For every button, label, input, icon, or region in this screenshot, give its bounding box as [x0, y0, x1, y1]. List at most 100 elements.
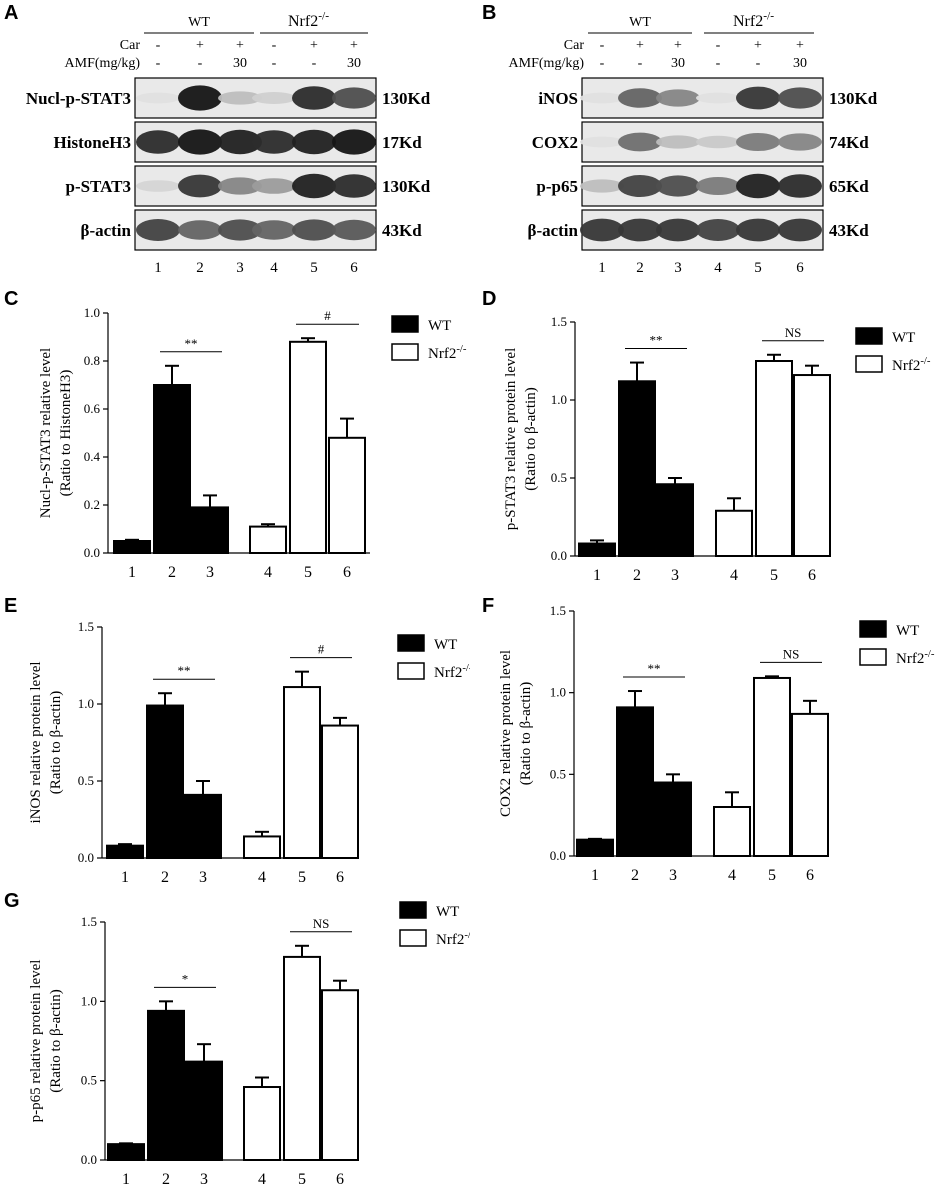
legend-swatch-wt [859, 620, 887, 638]
blot-band [178, 129, 222, 155]
lane-number: 5 [754, 260, 762, 276]
bar-nrf2 [713, 806, 751, 857]
blot-label: β-actin [80, 221, 131, 240]
blot-label: p-STAT3 [65, 177, 131, 196]
legend-label-wt: WT [434, 637, 457, 653]
blot-band [252, 178, 296, 194]
x-tick-label: 2 [633, 567, 641, 584]
blot-label: p-p65 [536, 177, 578, 196]
bar-nrf2 [283, 955, 321, 1162]
x-tick-label: 3 [200, 1171, 208, 1184]
bar-wt [191, 506, 229, 554]
panel-letter-d: D [482, 288, 497, 310]
x-tick-label: 6 [806, 867, 814, 884]
y-tick-label: 0.5 [81, 1073, 97, 1088]
legend-swatch-nrf2 [859, 648, 887, 666]
blot-band [136, 92, 180, 104]
y-tick-label: 1.5 [550, 603, 566, 618]
lane-number: 3 [236, 260, 244, 276]
blot-band [218, 91, 262, 105]
bar-wt [153, 384, 191, 554]
blot-band [136, 219, 180, 241]
y-tick-label: 0.6 [84, 401, 101, 416]
y-axis-subtitle: (Ratio to β-actin) [523, 387, 539, 490]
bar-wt [146, 704, 184, 860]
legend-swatch-nrf2 [399, 929, 427, 947]
blot-a: WT Nrf2-/-CarAMF(mg/kg)--+-+30--+-+30Nucl… [26, 11, 431, 276]
blot-band [736, 218, 780, 242]
y-axis-subtitle: (Ratio to β-actin) [48, 691, 64, 794]
y-axis-subtitle: (Ratio to β-actin) [48, 989, 64, 1092]
lane-number: 4 [270, 260, 278, 276]
blot-band [736, 173, 780, 199]
blot-band [332, 129, 376, 155]
bar-nrf2 [328, 436, 366, 554]
bar-wt [113, 540, 151, 554]
amf-mark: - [156, 56, 161, 71]
legend-swatch-nrf2 [391, 343, 419, 361]
bar-wt [106, 844, 144, 859]
row-label-car: Car [564, 38, 585, 53]
blot-label: Nucl-p-STAT3 [26, 89, 131, 108]
car-mark: - [716, 38, 721, 53]
legend-label-nrf2: Nrf2-/- [896, 648, 935, 667]
bar-wt [618, 380, 656, 557]
significance-label: NS [783, 646, 800, 661]
row-label-amf: AMF(mg/kg) [509, 56, 585, 71]
legend-swatch-wt [391, 315, 419, 333]
blot-band [656, 218, 700, 242]
blot-band [580, 136, 624, 148]
panel-f: F 0.0 0.5 1.0 1.5 COX2 relative protein leve… [470, 595, 941, 885]
blot-band [736, 86, 780, 110]
blot-band [696, 135, 740, 149]
blot-band [332, 219, 376, 241]
blot-band [580, 179, 624, 193]
x-tick-label: 4 [730, 567, 738, 584]
panel-letter-c: C [4, 288, 19, 310]
blot-band [292, 219, 336, 241]
blot-b: WT Nrf2-/-CarAMF(mg/kg)--+-+30--+-+30iNOS… [509, 11, 878, 276]
blot-size: 43Kd [382, 221, 422, 240]
group-label-wt: WT [188, 15, 210, 30]
blot-label: HistoneH3 [54, 133, 131, 152]
blot-band [618, 218, 662, 242]
car-mark: + [310, 38, 318, 53]
lane-number: 1 [598, 260, 606, 276]
blot-band [696, 177, 740, 195]
legend-label-nrf2: Nrf2-/- [892, 355, 931, 374]
legend-swatch-wt [855, 327, 883, 345]
car-mark: + [196, 38, 204, 53]
amf-mark: - [272, 56, 277, 71]
x-tick-label: 1 [122, 1171, 130, 1184]
y-tick-label: 1.0 [550, 685, 566, 700]
legend-swatch-wt [397, 634, 425, 652]
bar-wt [185, 1060, 223, 1161]
x-tick-label: 2 [168, 564, 176, 581]
x-tick-label: 6 [808, 567, 816, 584]
blot-band [332, 174, 376, 198]
amf-mark: - [312, 56, 317, 71]
chart-f: 0.0 0.5 1.0 1.5 COX2 relative protein level(… [498, 603, 935, 884]
blot-band [218, 219, 262, 241]
significance-label: ** [650, 333, 663, 348]
x-tick-label: 5 [770, 567, 778, 584]
x-tick-label: 6 [336, 869, 344, 885]
x-tick-label: 1 [121, 869, 129, 885]
blot-label: iNOS [538, 89, 578, 108]
lane-number: 5 [310, 260, 318, 276]
chart-d: 0.0 0.5 1.0 1.5 p-STAT3 relative protein lev… [503, 314, 931, 584]
group-label-nrf2: Nrf2-/- [288, 11, 329, 30]
y-axis-label: p-p65 relative protein level [28, 960, 44, 1123]
x-tick-label: 6 [343, 564, 351, 581]
bar-wt [576, 838, 614, 858]
x-tick-label: 4 [258, 1171, 266, 1184]
blot-band [778, 133, 822, 151]
x-tick-label: 4 [728, 867, 736, 884]
x-tick-label: 3 [199, 869, 207, 885]
panel-e: E 0.0 0.5 1.0 1.5 iNOS relative protein leve… [0, 595, 473, 886]
x-tick-label: 3 [671, 567, 679, 584]
x-tick-label: 5 [298, 1171, 306, 1184]
amf-mark: - [716, 56, 721, 71]
group-label-nrf2: Nrf2-/- [733, 11, 774, 30]
panel-letter-f: F [482, 595, 495, 617]
